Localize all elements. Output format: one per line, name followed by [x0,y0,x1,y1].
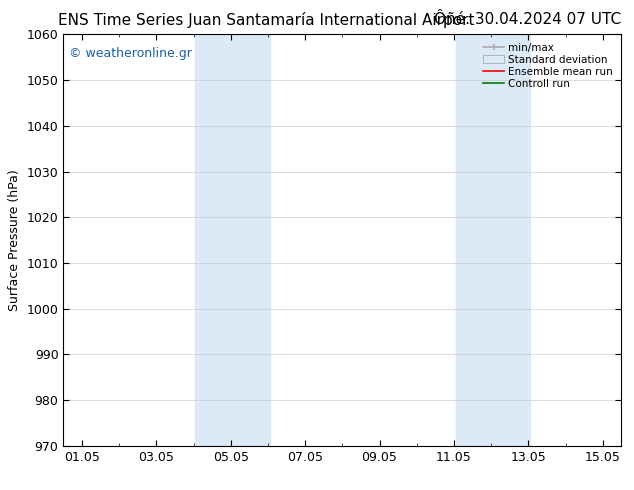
Text: Ôñé. 30.04.2024 07 UTC: Ôñé. 30.04.2024 07 UTC [434,12,621,27]
Text: ENS Time Series Juan Santamaría International Airport: ENS Time Series Juan Santamaría Internat… [58,12,474,28]
Bar [195,34,270,446]
Y-axis label: Surface Pressure (hPa): Surface Pressure (hPa) [8,169,21,311]
Bar [456,34,530,446]
Legend: min/max, Standard deviation, Ensemble mean run, Controll run: min/max, Standard deviation, Ensemble me… [480,40,616,92]
Text: © weatheronline.gr: © weatheronline.gr [69,47,192,60]
